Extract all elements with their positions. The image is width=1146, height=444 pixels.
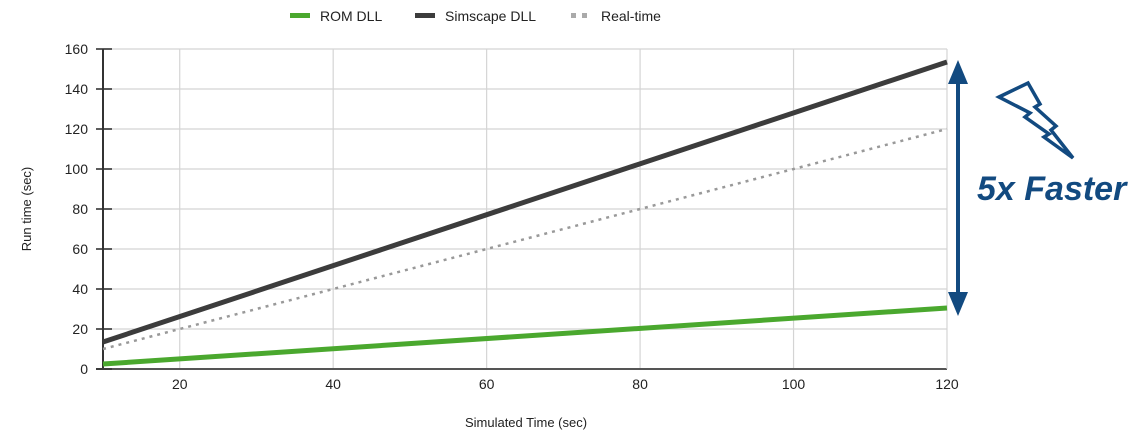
legend-swatch-real-time-dot xyxy=(582,13,587,18)
y-axis-ticks: 0 20 40 60 80 100 120 140 160 xyxy=(65,41,112,377)
legend-label: ROM DLL xyxy=(320,8,382,24)
lightning-bolt-icon xyxy=(995,80,1075,160)
series-rom-dll xyxy=(102,305,948,367)
y-tick-label: 120 xyxy=(65,121,89,137)
y-axis-title: Run time (sec) xyxy=(19,167,34,252)
y-tick-label: 80 xyxy=(72,201,88,217)
legend-label: Real-time xyxy=(601,8,661,24)
y-tick-label: 40 xyxy=(72,281,88,297)
series-real-time xyxy=(102,127,948,351)
legend: ROM DLL Simscape DLL Real-time xyxy=(290,8,661,24)
gridlines xyxy=(103,48,947,369)
x-axis-title: Simulated Time (sec) xyxy=(465,415,587,430)
series-simscape-dll xyxy=(102,59,948,345)
annotation-label: 5x Faster xyxy=(977,170,1128,208)
series-lines xyxy=(102,59,948,367)
legend-item-rom-dll[interactable]: ROM DLL xyxy=(290,8,382,24)
y-tick-label: 100 xyxy=(65,161,89,177)
legend-swatch-simscape-dll xyxy=(415,13,435,18)
y-tick-label: 60 xyxy=(72,241,88,257)
x-tick-label: 120 xyxy=(935,376,959,392)
legend-swatch-rom-dll xyxy=(290,13,310,18)
legend-item-real-time[interactable]: Real-time xyxy=(571,8,661,24)
x-tick-label: 60 xyxy=(479,376,495,392)
y-tick-label: 0 xyxy=(80,361,88,377)
legend-item-simscape-dll[interactable]: Simscape DLL xyxy=(415,8,536,24)
arrow-up-icon xyxy=(948,60,968,84)
y-tick-label: 140 xyxy=(65,81,89,97)
x-tick-label: 40 xyxy=(325,376,341,392)
x-tick-label: 100 xyxy=(782,376,806,392)
x-tick-label: 80 xyxy=(632,376,648,392)
legend-label: Simscape DLL xyxy=(445,8,536,24)
y-tick-label: 20 xyxy=(72,321,88,337)
arrow-down-icon xyxy=(948,292,968,316)
legend-swatch-real-time xyxy=(571,13,576,18)
x-tick-label: 20 xyxy=(172,376,188,392)
x-axis-ticks: 20 40 60 80 100 120 xyxy=(172,376,959,392)
y-tick-label: 160 xyxy=(65,41,89,57)
faster-annotation: 5x Faster xyxy=(948,60,1128,316)
